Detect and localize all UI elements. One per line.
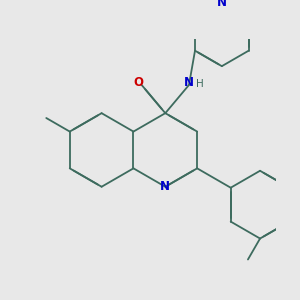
Text: O: O [134, 76, 144, 88]
Text: N: N [184, 76, 194, 88]
Text: N: N [217, 0, 227, 9]
Text: N: N [160, 180, 170, 193]
Text: H: H [196, 79, 203, 89]
